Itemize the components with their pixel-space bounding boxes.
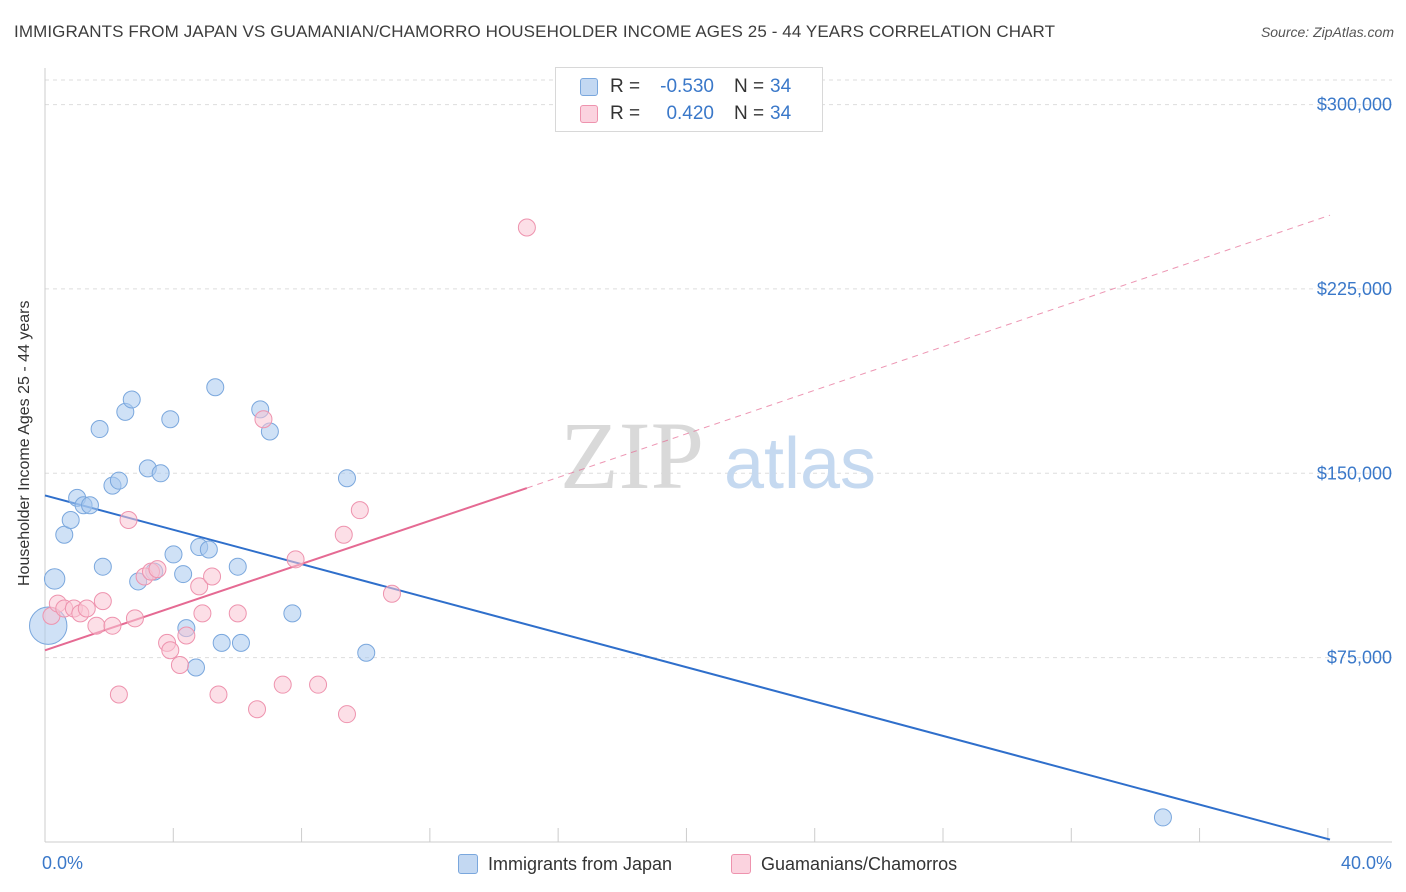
point-guamanian	[193, 604, 212, 623]
n-value: 34	[770, 76, 792, 97]
stats-legend-row-guam: R = 0.420 N = 34	[580, 102, 791, 126]
y-tick-label: $75,000	[1327, 648, 1392, 668]
point-japan	[283, 604, 302, 623]
point-japan	[231, 633, 250, 652]
point-japan	[174, 565, 193, 584]
point-japan	[228, 557, 247, 576]
point-guamanian	[77, 599, 96, 618]
trendline-japan	[44, 494, 1331, 841]
legend-swatch-japan	[458, 854, 478, 874]
data-points	[29, 218, 1172, 827]
point-guamanian	[125, 609, 144, 628]
point-guamanian	[93, 592, 112, 611]
point-japan	[164, 545, 183, 564]
point-guamanian	[209, 685, 228, 704]
y-tick-label: $300,000	[1317, 95, 1392, 115]
point-guamanian	[337, 705, 356, 724]
r-value: 0.420	[666, 103, 714, 124]
r-label: R =	[610, 103, 641, 124]
point-japan	[80, 496, 99, 515]
point-guamanian	[190, 577, 209, 596]
point-japan	[151, 464, 170, 483]
source-credit: Source: ZipAtlas.com	[1260, 24, 1394, 40]
point-guamanian	[161, 641, 180, 660]
point-guamanian	[203, 567, 222, 586]
point-guamanian	[177, 626, 196, 645]
point-japan	[93, 557, 112, 576]
point-guamanian	[87, 616, 106, 635]
point-guamanian	[109, 685, 128, 704]
point-guamanian	[350, 501, 369, 520]
r-value: -0.530	[660, 76, 714, 97]
point-japan	[199, 540, 218, 559]
point-japan	[122, 390, 141, 409]
trendline-guamanian	[44, 487, 528, 652]
legend-label-guam: Guamanians/Chamorros	[761, 853, 958, 874]
point-guamanian	[254, 410, 273, 429]
legend-swatch-japan	[580, 78, 598, 96]
point-guamanian	[228, 604, 247, 623]
axes	[44, 68, 1392, 843]
n-label: N =	[734, 76, 765, 97]
point-guamanian	[170, 656, 189, 675]
r-label: R =	[610, 76, 641, 97]
grid-lines	[45, 79, 1392, 659]
x-tick-label-max: 40.0%	[1341, 853, 1392, 873]
point-guamanian	[103, 616, 122, 635]
y-tick-label: $225,000	[1317, 279, 1392, 299]
point-japan	[61, 510, 80, 529]
legend-swatch-guam	[731, 854, 751, 874]
stats-legend-row-japan: R = -0.530 N = 34	[580, 75, 791, 99]
tick-labels: $75,000 $150,000 $225,000 $300,000 0.0% 40.0%	[42, 95, 1392, 873]
chart-title: IMMIGRANTS FROM JAPAN VS GUAMANIAN/CHAMO…	[14, 22, 1056, 41]
y-axis-label: Householder Income Ages 25 - 44 years	[16, 300, 33, 587]
point-japan	[90, 420, 109, 439]
stats-legend: R = -0.530 N = 34 R = 0.420 N = 34	[555, 67, 823, 132]
point-guamanian	[119, 510, 138, 529]
point-guamanian	[382, 584, 401, 603]
legend-label-japan: Immigrants from Japan	[488, 853, 673, 874]
x-tick-label-min: 0.0%	[42, 853, 83, 873]
point-guamanian	[148, 560, 167, 579]
point-guamanian	[248, 700, 267, 719]
watermark-zip: ZIP	[560, 402, 704, 509]
y-tick-label: $150,000	[1317, 463, 1392, 483]
legend-item-japan: Immigrants from Japan	[458, 852, 672, 876]
trendline-guamanian-extension	[526, 214, 1331, 489]
watermark: ZIP atlas	[560, 402, 876, 509]
n-label: N =	[734, 103, 765, 124]
point-guamanian	[334, 525, 353, 544]
point-guamanian	[273, 675, 292, 694]
point-japan	[186, 658, 205, 677]
point-japan	[337, 469, 356, 488]
watermark-atlas: atlas	[724, 424, 876, 504]
point-japan	[43, 568, 66, 590]
point-japan	[206, 378, 225, 397]
point-japan	[161, 410, 180, 429]
point-guamanian	[309, 675, 328, 694]
legend-swatch-guam	[580, 105, 598, 123]
trendlines	[44, 214, 1331, 841]
point-japan	[212, 633, 231, 652]
point-japan	[357, 643, 376, 662]
legend-item-guam: Guamanians/Chamorros	[731, 852, 957, 876]
point-japan	[1153, 808, 1172, 827]
point-japan	[109, 471, 128, 490]
n-value: 34	[770, 103, 792, 124]
point-guamanian	[286, 550, 305, 569]
point-guamanian	[517, 218, 536, 237]
